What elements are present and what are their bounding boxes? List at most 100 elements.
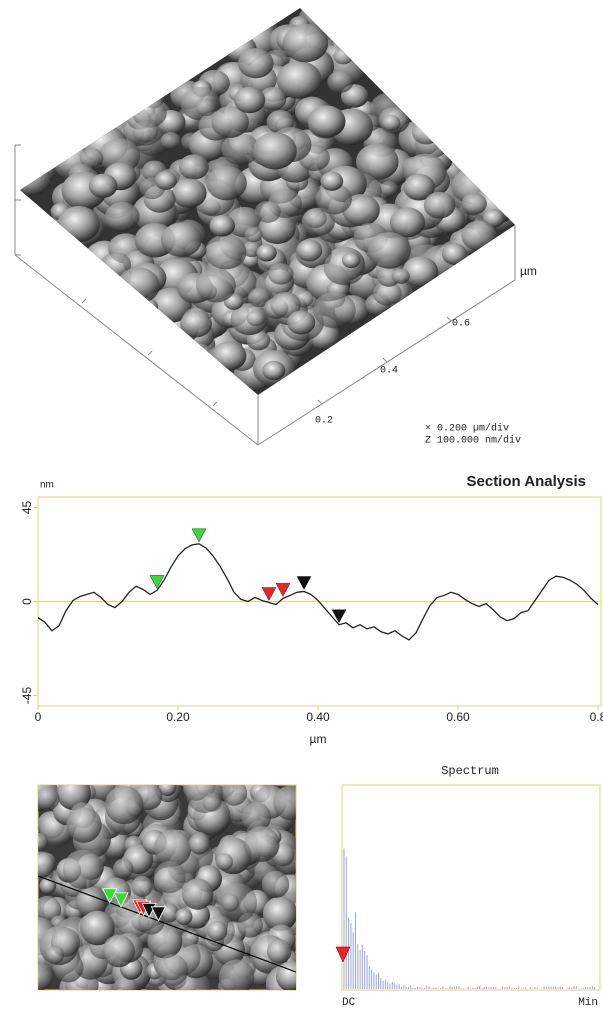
scale-x: × 0.200 µm/div [425, 423, 509, 435]
grain [238, 48, 274, 78]
grain [216, 853, 233, 870]
grain [234, 87, 265, 113]
surface-unit: µm [520, 264, 537, 278]
grain [381, 115, 400, 131]
y-tick-label: 45 [20, 500, 34, 514]
grain [117, 267, 160, 303]
grain [161, 132, 181, 149]
grain [320, 171, 343, 190]
surface-tick: 0.6 [452, 319, 470, 330]
profile-line [38, 544, 598, 640]
grain [182, 878, 213, 909]
x-tick-label: 0.60 [446, 710, 470, 724]
grain [179, 154, 209, 179]
grain [113, 859, 133, 879]
grain [29, 852, 55, 878]
grain [267, 939, 292, 964]
grain [283, 24, 328, 63]
spectrum-title: Spectrum [441, 764, 499, 778]
cursor [150, 575, 164, 588]
grain [442, 243, 467, 264]
y-tick-label: 0 [20, 598, 34, 605]
cursor [262, 588, 276, 601]
grain [461, 193, 487, 215]
grain [244, 826, 280, 862]
scale-z: Z 100.000 nm/div [425, 435, 521, 447]
cursor [332, 610, 346, 623]
y-tick-label: -45 [20, 687, 34, 705]
grain [105, 786, 143, 824]
grain [63, 850, 102, 889]
grain [11, 162, 51, 196]
grain [412, 120, 441, 145]
spectrum-start: DC [342, 997, 356, 1009]
grain [46, 946, 64, 964]
grain [308, 105, 346, 137]
grain [180, 343, 215, 373]
grain [253, 132, 297, 169]
grain [313, 292, 356, 328]
x-tick-label: 0.40 [306, 710, 330, 724]
spectrum-frame [342, 785, 600, 990]
grain [210, 215, 235, 237]
grain [156, 954, 188, 986]
grain [368, 232, 411, 269]
grain [333, 48, 353, 65]
grain [256, 244, 276, 261]
chart-title: Section Analysis [467, 473, 587, 490]
x-tick-label: 0.20 [166, 710, 190, 724]
grain [180, 310, 212, 337]
surface-tick: 0.2 [315, 416, 333, 427]
grain [262, 871, 289, 898]
grain [392, 269, 410, 284]
grain [244, 227, 262, 243]
grain [155, 171, 177, 190]
grain [268, 263, 293, 285]
grain [113, 977, 138, 1002]
grain [207, 921, 227, 941]
grain [154, 829, 191, 866]
grain [205, 234, 246, 269]
grain [222, 780, 248, 806]
grain [105, 202, 140, 231]
grain [255, 201, 281, 223]
grain [189, 833, 210, 854]
afm-screen: µm 0.6 0.4 0.2 × 0.200 µm/div Z 100.000 … [0, 0, 603, 1012]
grain [342, 252, 360, 268]
grain [247, 310, 266, 326]
cursor [297, 576, 311, 589]
grain [89, 174, 118, 198]
grain [296, 239, 322, 261]
x-tick-label: 0.8 [590, 710, 603, 724]
cursor [276, 583, 290, 596]
grain [206, 166, 246, 200]
grain [380, 181, 398, 196]
grain [212, 341, 246, 370]
grain [221, 894, 239, 912]
grain [196, 99, 216, 116]
grain [203, 793, 222, 812]
grain [461, 221, 496, 251]
spectrum-end: Min [578, 997, 598, 1009]
grain [175, 908, 192, 925]
grain [196, 268, 236, 302]
grain [154, 861, 186, 893]
grain [66, 807, 101, 842]
grain [36, 787, 60, 811]
grain [161, 222, 202, 257]
surface-tick: 0.4 [380, 366, 398, 377]
grain [219, 959, 255, 995]
cursor [192, 529, 206, 542]
x-tick-label: 0 [35, 710, 42, 724]
grain [131, 876, 152, 897]
grain [26, 963, 53, 990]
grain [138, 298, 158, 315]
y-axis-label: nm [40, 480, 54, 491]
grain [262, 361, 285, 380]
grain [57, 206, 100, 242]
grain [132, 121, 158, 143]
grain [273, 785, 308, 820]
grain [103, 935, 135, 967]
grain [424, 192, 455, 219]
grain [287, 310, 315, 334]
